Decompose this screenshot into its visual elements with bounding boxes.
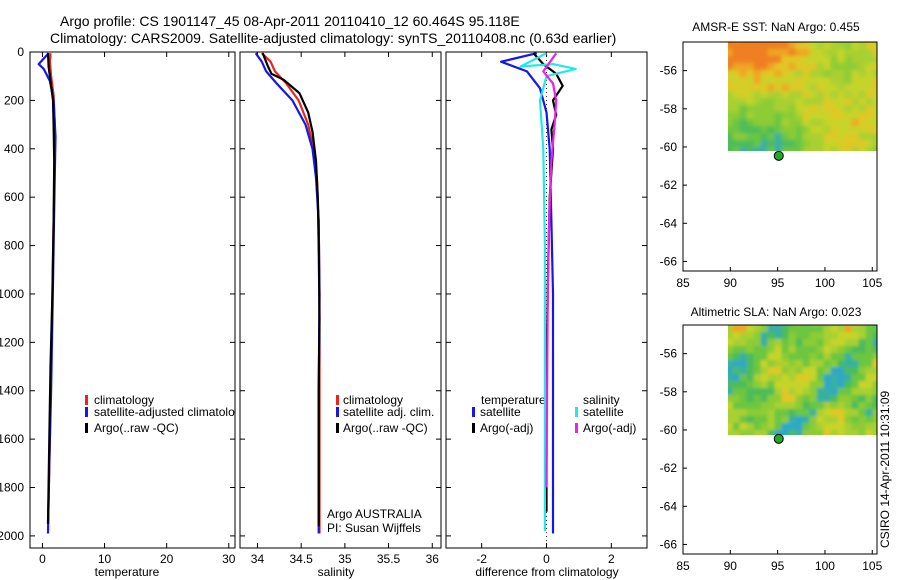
temperature-xtick-label: 30 (222, 552, 236, 566)
salinity-panel: climatology satellite adj. clim. Argo(..… (239, 51, 442, 579)
salinity-line-argo (261, 52, 321, 527)
sst-map-ytick-label: -58 (660, 102, 678, 116)
salinity-legend-satellite: satellite adj. clim. (343, 405, 434, 419)
depth-ytick-label: 1000 (0, 287, 24, 301)
salinity-note-line1: Argo AUSTRALIA (327, 507, 422, 521)
difference-xtick-label: 0 (543, 552, 550, 566)
sla-map-frame (682, 324, 878, 555)
temperature-legend-climatology: climatology (94, 393, 154, 407)
sst-map-argo-marker (773, 150, 784, 161)
difference-legend-temperature-satellite: satellite (480, 405, 521, 419)
salinity-xtick-label: 34 (251, 552, 265, 566)
depth-ytick-label: 1400 (0, 384, 24, 398)
temperature-legend-swatch-black (85, 423, 88, 433)
sst-map-ytick-label: -64 (660, 216, 678, 230)
difference-xtick-label: -2 (476, 552, 487, 566)
sst-map-frame (682, 41, 878, 272)
difference-legend-swatch-cyan (575, 407, 578, 417)
sla-map-argo-marker (773, 433, 784, 444)
sla-map-field (728, 325, 877, 435)
difference-legend-swatch-blue (472, 407, 475, 417)
sst-map-ytick-label: -56 (660, 64, 678, 78)
salinity-legend-argo: Argo(..raw -QC) (343, 421, 428, 435)
salinity-xtick-label: 34.5 (289, 552, 313, 566)
difference-legend-swatch-magenta (575, 423, 578, 433)
temperature-xtick-label: 10 (98, 552, 112, 566)
temperature-legend-swatch-red (85, 395, 88, 405)
salinity-frame (239, 51, 442, 549)
difference-legend-salinity-argo: Argo(-adj) (583, 421, 636, 435)
salinity-xtick-label: 35.5 (377, 552, 401, 566)
sst-map-xtick-label: 95 (771, 276, 785, 290)
depth-ytick-label: 400 (4, 142, 24, 156)
depth-ytick-label: 800 (4, 239, 24, 253)
sst-map-xtick-label: 100 (815, 276, 835, 290)
temperature-legend-satellite: satellite-adjusted climatolo (94, 405, 235, 419)
credit-stamp: CSIRO 14-Apr-2011 10:31:09 (878, 390, 892, 548)
temperature-line-argo (46, 53, 56, 524)
sla-map-xtick-label: 95 (771, 559, 785, 573)
sla-map: Altimetric SLA: NaN Argo: 0.023 85 90 95 10… (660, 305, 883, 573)
sst-map-title: AMSR-E SST: NaN Argo: 0.455 (692, 20, 860, 34)
temperature-panel: climatology satellite-adjusted climatolo… (0, 45, 236, 579)
sla-map-xtick-label: 100 (815, 559, 835, 573)
difference-xlabel: difference from climatology (475, 565, 618, 579)
title-line2: Climatology: CARS2009. Satellite-adjuste… (50, 30, 616, 46)
sst-map: AMSR-E SST: NaN Argo: 0.455 85 90 95 100 105… (660, 20, 883, 290)
difference-line-salinity-satellite (519, 52, 577, 532)
salinity-xtick-label: 36 (426, 552, 440, 566)
sst-map-xtick-label: 105 (862, 276, 882, 290)
salinity-legend-swatch-black (336, 423, 339, 433)
depth-ytick-label: 1800 (0, 481, 24, 495)
sst-map-field (728, 42, 877, 151)
difference-legend-temperature-argo: Argo(-adj) (480, 421, 533, 435)
title-line1: Argo profile: CS 1901147_45 08-Apr-2011 … (60, 13, 520, 29)
difference-panel: temperature salinity satellite Argo(-adj… (445, 51, 648, 579)
difference-line-temperature-satellite (500, 52, 555, 534)
sla-map-xtick-label: 105 (862, 559, 882, 573)
sst-map-ytick-label: -66 (660, 254, 678, 268)
depth-ytick-label: 1600 (0, 432, 24, 446)
sst-map-xtick-label: 85 (676, 276, 690, 290)
temperature-legend-argo: Argo(..raw -QC) (94, 421, 179, 435)
sla-map-ytick-label: -56 (660, 347, 678, 361)
sla-map-ytick-label: -58 (660, 385, 678, 399)
temperature-frame (29, 51, 236, 549)
difference-legend-swatch-black (472, 423, 475, 433)
difference-line-salinity-argo (542, 52, 558, 488)
sla-map-ytick-label: -66 (660, 537, 678, 551)
sst-map-ytick-label: -62 (660, 178, 678, 192)
depth-ytick-label: 0 (17, 45, 24, 59)
depth-ytick-label: 2000 (0, 529, 24, 543)
salinity-note-line2: PI: Susan Wijffels (327, 521, 421, 535)
sla-map-ytick-label: -62 (660, 461, 678, 475)
salinity-legend-climatology: climatology (343, 393, 403, 407)
difference-xtick-label: 2 (608, 552, 615, 566)
sla-map-ytick-label: -60 (660, 423, 678, 437)
temperature-xlabel: temperature (95, 565, 160, 579)
depth-ytick-label: 1200 (0, 335, 24, 349)
depth-ytick-label: 200 (4, 93, 24, 107)
temperature-legend-swatch-blue (85, 407, 88, 417)
salinity-xtick-label: 35 (338, 552, 352, 566)
difference-legend-salinity-satellite: satellite (583, 405, 624, 419)
sla-map-ytick-label: -64 (660, 499, 678, 513)
sst-map-xtick-label: 90 (724, 276, 738, 290)
depth-ytick-label: 600 (4, 190, 24, 204)
temperature-xtick-label: 20 (160, 552, 174, 566)
salinity-legend-swatch-red (336, 395, 339, 405)
difference-legend-salinity-title: salinity (583, 393, 620, 407)
sst-map-ytick-label: -60 (660, 140, 678, 154)
sla-map-xtick-label: 90 (724, 559, 738, 573)
sla-map-xtick-label: 85 (676, 559, 690, 573)
sla-map-title: Altimetric SLA: NaN Argo: 0.023 (691, 305, 862, 319)
difference-legend-temperature-title: temperature (481, 393, 546, 407)
salinity-xlabel: salinity (318, 565, 355, 579)
salinity-legend-swatch-blue (336, 407, 339, 417)
temperature-xtick-label: 0 (39, 552, 46, 566)
